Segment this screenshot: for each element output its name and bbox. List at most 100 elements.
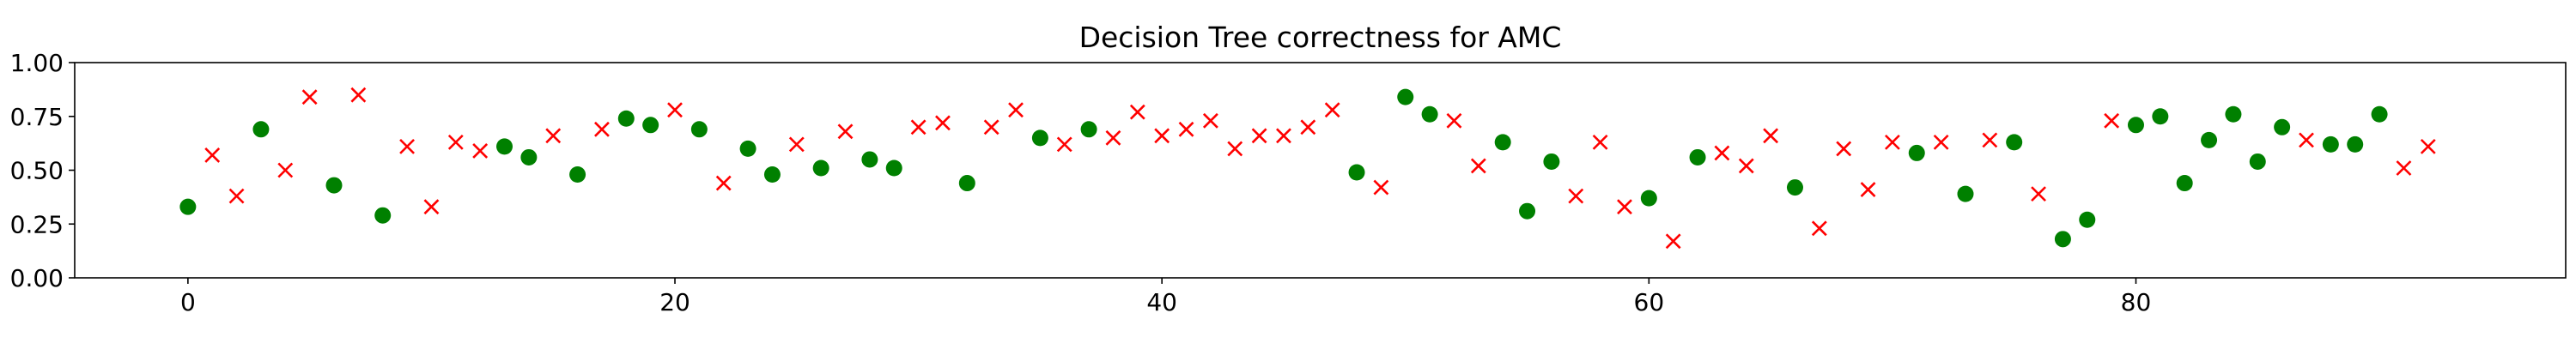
incorrect-point-stroke <box>2031 186 2046 202</box>
incorrect-point-stroke <box>1763 128 1779 144</box>
correct-point <box>1543 153 1560 170</box>
correct-point <box>2176 175 2193 192</box>
incorrect-point-stroke <box>204 147 221 163</box>
incorrect-point-stroke <box>1568 188 1584 204</box>
x-tick-label: 0 <box>180 288 196 316</box>
incorrect-point <box>788 136 805 153</box>
incorrect-point <box>983 119 999 135</box>
incorrect-point-stroke <box>447 134 464 150</box>
incorrect-point <box>1276 128 1291 144</box>
incorrect-point-stroke <box>1008 102 1024 118</box>
incorrect-point-stroke <box>1056 136 1072 153</box>
incorrect-point <box>1617 199 1632 215</box>
incorrect-point-stroke <box>715 175 732 191</box>
correct-point <box>2322 135 2339 153</box>
correct-point <box>1640 190 1657 207</box>
incorrect-point <box>2104 112 2120 129</box>
y-tick-label: 0.00 <box>10 264 64 292</box>
incorrect-point <box>1251 128 1267 144</box>
correct-point <box>2127 117 2144 134</box>
y-tick-label: 1.00 <box>10 49 64 77</box>
incorrect-point <box>2420 138 2436 154</box>
y-tick-label: 0.25 <box>10 210 64 238</box>
correct-point <box>1786 179 1803 196</box>
correct-point <box>1421 105 1438 123</box>
incorrect-point-stroke <box>1811 220 1827 237</box>
incorrect-point <box>1227 141 1243 157</box>
incorrect-point <box>447 134 464 150</box>
incorrect-point-stroke <box>1933 134 1949 150</box>
incorrect-point <box>1836 141 1852 157</box>
correct-point <box>739 140 756 157</box>
incorrect-point-stroke <box>277 162 294 178</box>
incorrect-point <box>1202 112 1218 129</box>
correct-point <box>958 175 975 192</box>
correct-point <box>2054 231 2071 248</box>
incorrect-point <box>399 138 416 154</box>
correct-point <box>2201 131 2218 148</box>
x-tick-label: 40 <box>1146 288 1177 316</box>
correct-point <box>179 198 197 215</box>
incorrect-point-stroke <box>1982 132 1998 148</box>
correct-point <box>2347 135 2364 153</box>
y-tick-label: 0.75 <box>10 103 64 131</box>
incorrect-point-stroke <box>1665 233 1681 250</box>
correct-point <box>496 138 513 155</box>
incorrect-point <box>1738 158 1754 174</box>
correct-point <box>763 166 781 184</box>
correct-point <box>1689 148 1706 165</box>
x-tick-label: 60 <box>1634 288 1665 316</box>
correct-point <box>642 117 659 134</box>
plot-frame <box>74 62 2567 279</box>
incorrect-point <box>935 115 951 131</box>
correct-point <box>1348 164 1365 181</box>
correct-point <box>812 159 829 177</box>
correct-point <box>1080 121 1097 138</box>
incorrect-point-stroke <box>1105 129 1121 146</box>
correct-point <box>2371 105 2388 123</box>
incorrect-point-stroke <box>1129 104 1145 120</box>
incorrect-point-stroke <box>2299 132 2314 148</box>
chart-title: Decision Tree correctness for AMC <box>1079 21 1562 54</box>
points-group <box>179 87 2436 250</box>
correct-point <box>325 177 343 194</box>
incorrect-point <box>1446 112 1462 129</box>
incorrect-point-stroke <box>667 102 683 118</box>
incorrect-point-stroke <box>1178 121 1194 137</box>
incorrect-point-stroke <box>472 142 489 159</box>
correct-point <box>2006 134 2023 151</box>
incorrect-point-stroke <box>350 87 367 103</box>
incorrect-point-stroke <box>1470 158 1486 174</box>
correct-point <box>1397 88 1414 105</box>
correct-point <box>1494 134 1511 151</box>
incorrect-point-stroke <box>1324 102 1340 118</box>
correct-point <box>2225 105 2242 123</box>
incorrect-point <box>228 188 245 204</box>
incorrect-point <box>277 162 294 178</box>
incorrect-point-stroke <box>935 115 951 131</box>
correct-point <box>885 159 902 177</box>
incorrect-point <box>1933 134 1949 150</box>
incorrect-point-stroke <box>1836 141 1852 157</box>
correct-point <box>1519 202 1536 220</box>
incorrect-point <box>1056 136 1072 153</box>
incorrect-point-stroke <box>399 138 416 154</box>
incorrect-point-stroke <box>910 119 927 135</box>
incorrect-point <box>1811 220 1827 237</box>
incorrect-point <box>1300 119 1316 135</box>
correct-point <box>2249 153 2266 170</box>
incorrect-point <box>2031 186 2046 202</box>
incorrect-point-stroke <box>228 188 245 204</box>
correct-point <box>1957 185 1974 202</box>
correct-point <box>1031 129 1048 147</box>
incorrect-point-stroke <box>545 128 562 144</box>
incorrect-point-stroke <box>1300 119 1316 135</box>
incorrect-point-stroke <box>1617 199 1632 215</box>
incorrect-point <box>1763 128 1779 144</box>
ticks-group: 0 20 40 60 80 0.00 0.25 0.50 0.75 1.00 <box>10 49 2152 316</box>
incorrect-point-stroke <box>983 119 999 135</box>
incorrect-point-stroke <box>837 123 854 140</box>
incorrect-point <box>2396 160 2412 176</box>
incorrect-point-stroke <box>1276 128 1291 144</box>
